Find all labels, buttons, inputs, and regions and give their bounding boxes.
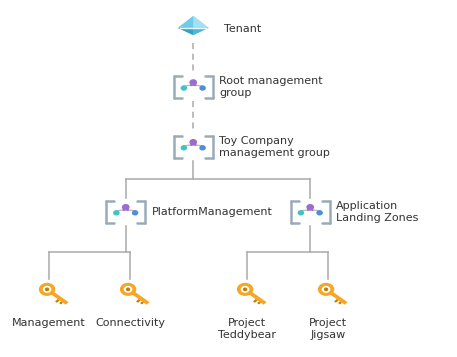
- Circle shape: [40, 283, 54, 295]
- Circle shape: [43, 287, 51, 292]
- Text: Connectivity: Connectivity: [95, 318, 165, 328]
- Polygon shape: [49, 291, 69, 305]
- Polygon shape: [140, 301, 144, 305]
- Polygon shape: [55, 299, 59, 303]
- Polygon shape: [178, 16, 208, 35]
- Circle shape: [181, 86, 186, 90]
- Circle shape: [124, 287, 132, 292]
- Text: Project
Jigsaw: Project Jigsaw: [309, 318, 347, 340]
- Circle shape: [323, 287, 329, 292]
- Polygon shape: [193, 28, 208, 35]
- Text: PlatformManagement: PlatformManagement: [152, 207, 273, 217]
- Circle shape: [200, 86, 205, 90]
- Text: Application
Landing Zones: Application Landing Zones: [336, 201, 419, 223]
- Circle shape: [317, 211, 322, 215]
- Circle shape: [190, 80, 197, 85]
- Circle shape: [46, 288, 48, 291]
- Polygon shape: [334, 299, 339, 303]
- Text: Management: Management: [12, 318, 86, 328]
- Polygon shape: [338, 301, 342, 305]
- Circle shape: [298, 211, 303, 215]
- Polygon shape: [253, 299, 258, 303]
- Text: Root management
group: Root management group: [219, 76, 323, 98]
- Polygon shape: [328, 291, 347, 305]
- Circle shape: [121, 283, 136, 295]
- Polygon shape: [178, 28, 193, 35]
- Circle shape: [244, 288, 247, 291]
- Circle shape: [127, 288, 130, 291]
- Circle shape: [241, 287, 249, 292]
- Circle shape: [200, 146, 205, 150]
- Circle shape: [114, 211, 119, 215]
- Polygon shape: [247, 291, 266, 305]
- Polygon shape: [59, 301, 63, 305]
- Circle shape: [319, 283, 334, 295]
- Circle shape: [122, 205, 129, 210]
- Circle shape: [181, 146, 186, 150]
- Circle shape: [190, 140, 197, 145]
- Circle shape: [324, 288, 328, 291]
- Text: Project
Teddybear: Project Teddybear: [218, 318, 276, 340]
- Polygon shape: [136, 299, 141, 303]
- Circle shape: [307, 205, 314, 210]
- Text: Toy Company
management group: Toy Company management group: [219, 136, 330, 158]
- Circle shape: [133, 211, 138, 215]
- Polygon shape: [257, 301, 261, 305]
- Polygon shape: [193, 16, 208, 28]
- Polygon shape: [130, 291, 149, 305]
- Circle shape: [238, 283, 253, 295]
- Text: Tenant: Tenant: [224, 24, 261, 34]
